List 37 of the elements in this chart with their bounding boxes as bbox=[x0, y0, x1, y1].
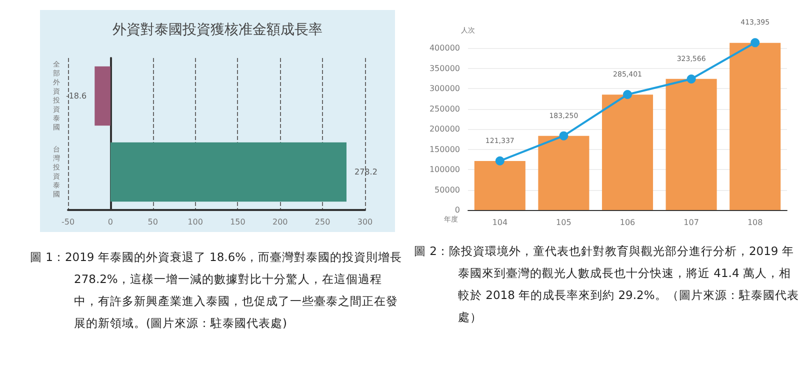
point bbox=[559, 131, 568, 140]
x-tick-label: 150 bbox=[230, 218, 246, 226]
y-tick-label: 400000 bbox=[429, 44, 460, 53]
bar bbox=[730, 42, 781, 210]
y-tick-label: 50000 bbox=[434, 185, 460, 194]
x-tick-label: 106 bbox=[620, 218, 636, 227]
x-tick-label: 100 bbox=[188, 218, 203, 226]
x-tick-label: 104 bbox=[492, 218, 508, 227]
caption: 圖 2：除投資環境外，童代表也針對教育與觀光部分進行分析，2019 年泰國來到臺灣的觀光人數成長也十分快速，將近 41.4 萬人，相較於 2018 年的成長率來到約 29.2%。（圖片來源：駐泰國代表處） bbox=[414, 243, 800, 326]
x-tick-label: -50 bbox=[61, 218, 75, 226]
x-tick-label: 50 bbox=[148, 218, 158, 226]
x-tick-label: 200 bbox=[272, 218, 288, 226]
bar bbox=[538, 136, 590, 210]
data-label: -18.6 bbox=[66, 92, 87, 100]
x-tick-label: 250 bbox=[314, 218, 330, 226]
data-label: 278.2 bbox=[354, 168, 378, 176]
y-tick-label: 200000 bbox=[429, 124, 460, 134]
bar bbox=[666, 78, 717, 210]
x-tick-label: 107 bbox=[684, 218, 699, 227]
point bbox=[495, 156, 504, 166]
y-tick-label: 250000 bbox=[429, 104, 460, 114]
x-tick-label: 108 bbox=[747, 218, 763, 227]
x-tick-label: 300 bbox=[357, 218, 373, 226]
point bbox=[623, 90, 632, 99]
bar bbox=[602, 94, 654, 210]
bar bbox=[474, 161, 526, 210]
x-tick-label: 105 bbox=[556, 218, 572, 227]
y-tick-label: 350000 bbox=[429, 64, 460, 73]
y-tick-label: 150000 bbox=[429, 144, 460, 154]
y-tick-label: 100000 bbox=[429, 165, 460, 174]
caption: 圖 1：2019 年泰國的外資衰退了 18.6%，而臺灣對泰國的投資則增長 278.2%，這樣一增一減的數據對比十分驚人，在這個過程中，有許多新興產業進入泰國，也促成了一些臺泰之間正在發展的新領域。(圖片來源：駐泰國代表處) bbox=[30, 249, 404, 332]
point bbox=[750, 38, 760, 48]
chart-title: 外資對泰國投資獲核准金額成長率 bbox=[112, 22, 322, 38]
point bbox=[686, 74, 696, 84]
y-tick-label: 0 bbox=[454, 206, 460, 214]
x-tick-label: 0 bbox=[108, 218, 113, 226]
y-tick-label: 300000 bbox=[429, 84, 460, 94]
